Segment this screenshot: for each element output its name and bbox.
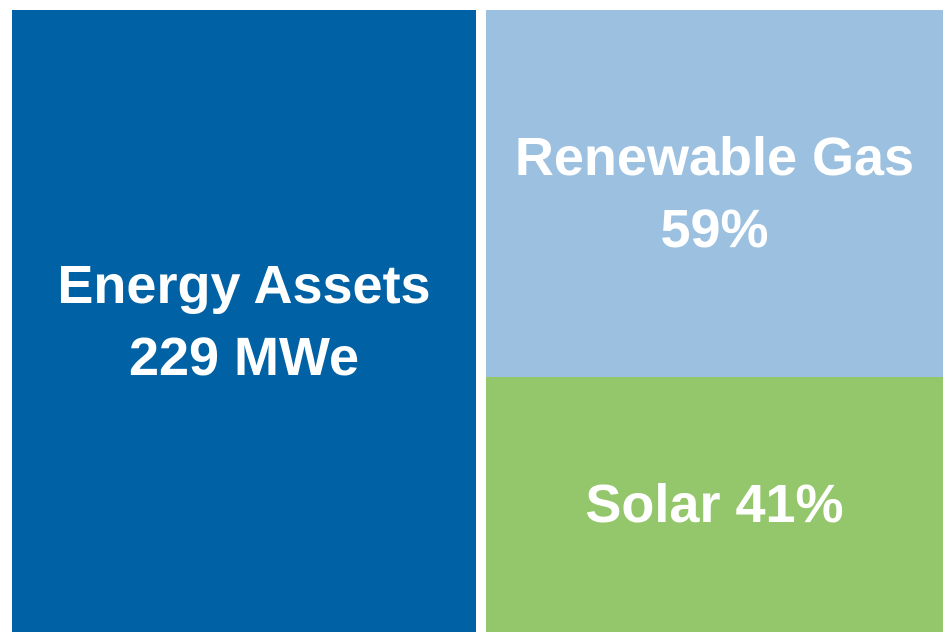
segment-name: Renewable Gas [514, 127, 915, 188]
segment-name: Solar [585, 474, 721, 535]
segment-label: Renewable Gas 59% [510, 121, 919, 265]
segment-value: 59% [660, 199, 769, 260]
segment-tile: Solar 41% [486, 376, 943, 632]
total-tile: Energy Assets 229 MWe [12, 10, 476, 632]
total-name: Energy Assets [57, 255, 431, 315]
total-value: 229 MWe [128, 327, 360, 387]
segment-tile: Renewable Gas 59% [486, 10, 943, 377]
segment-value: 41% [735, 474, 844, 535]
total-label: Energy Assets 229 MWe [36, 249, 452, 393]
segment-label: Solar 41% [585, 468, 843, 540]
